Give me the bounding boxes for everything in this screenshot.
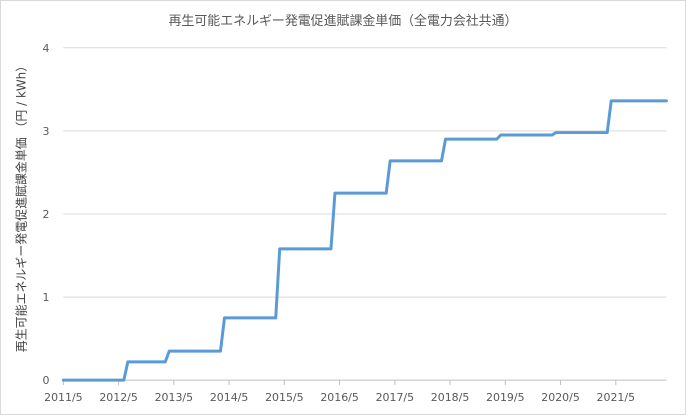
y-tick-label: 2	[42, 208, 49, 221]
x-tick-label: 2015/5	[265, 391, 303, 404]
x-tick-label: 2011/5	[44, 391, 82, 404]
series-line	[61, 99, 668, 382]
x-tick-label: 2013/5	[155, 391, 193, 404]
y-tick-label: 0	[42, 374, 49, 387]
x-tick-label: 2019/5	[486, 391, 524, 404]
x-axis-tick-labels: 2011/5 2012/5 2013/5 2014/5 2015/5 2016/5 2017…	[44, 380, 635, 404]
x-tick-label: 2020/5	[541, 391, 579, 404]
y-tick-label: 3	[42, 125, 49, 138]
x-tick-label: 2012/5	[99, 391, 137, 404]
x-tick-label: 2017/5	[376, 391, 414, 404]
x-tick-label: 2016/5	[320, 391, 358, 404]
chart-title: 再生可能エネルギー発電促進賦課金単価（全電力会社共通）	[169, 13, 518, 29]
series-layer	[61, 99, 668, 382]
y-tick-label: 4	[42, 42, 49, 55]
y-axis-label: 再生可能エネルギー発電促進賦課金単価 （円 / kWh）	[14, 60, 29, 352]
grid-lines	[63, 47, 667, 298]
y-axis-tick-labels: 0 1 2 3 4	[42, 42, 49, 387]
x-tick-label: 2014/5	[210, 391, 248, 404]
x-tick-label: 2018/5	[431, 391, 469, 404]
x-tick-label: 2021/5	[597, 391, 635, 404]
y-tick-label: 1	[42, 291, 49, 304]
